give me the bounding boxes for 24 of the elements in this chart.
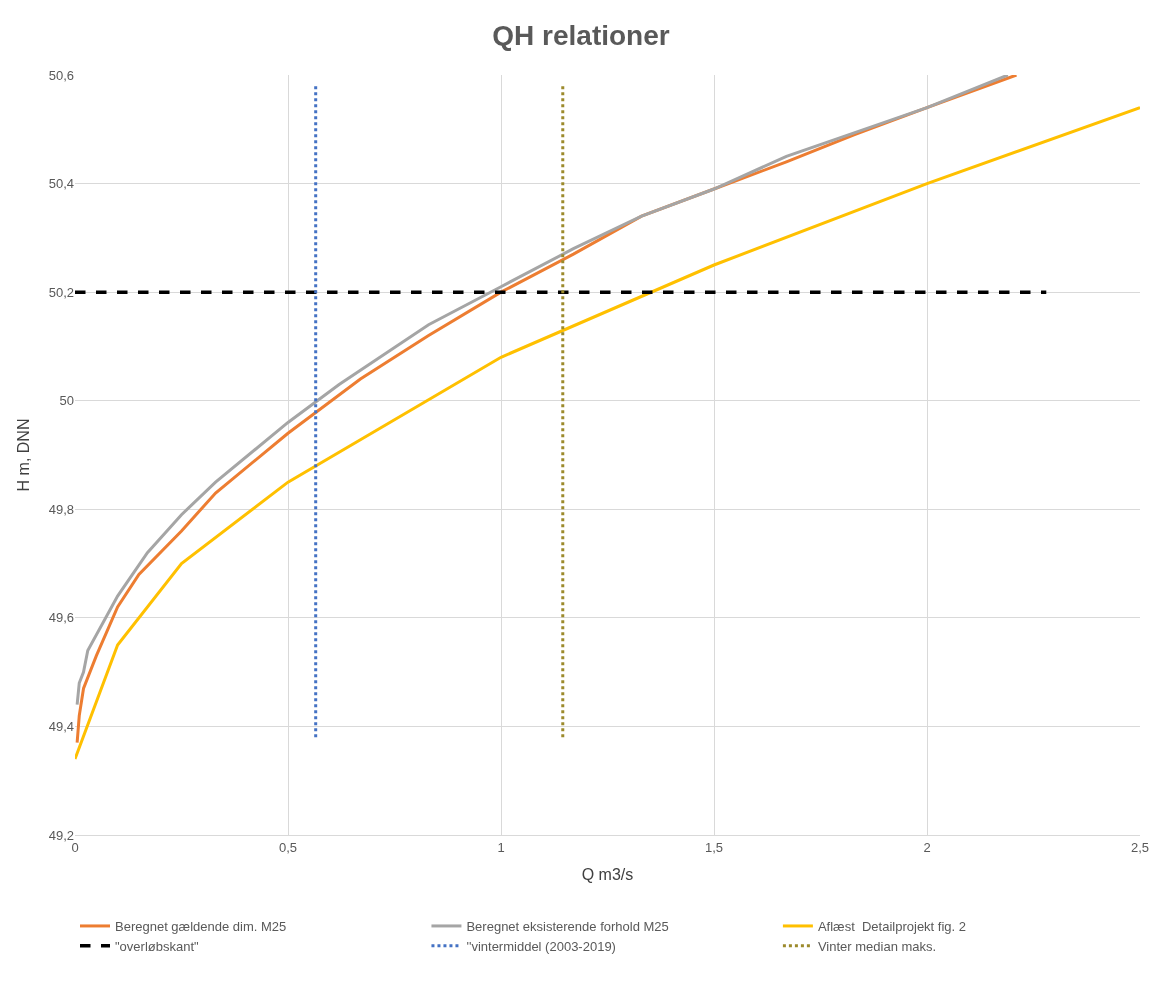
y-tick-label: 50,2	[48, 284, 74, 300]
x-tick-label: 1,5	[704, 839, 724, 855]
x-tick-label: 2,5	[1130, 839, 1150, 855]
chart-title: QH relationer	[492, 19, 670, 51]
y-axis-title: H m, DNN	[14, 418, 32, 492]
y-tick-label: 49,6	[48, 610, 74, 626]
y-tick-label: 50,4	[48, 176, 74, 192]
legend-label: Beregnet gældende dim. M25	[115, 919, 287, 935]
y-tick-label: 49,8	[48, 501, 74, 517]
y-tick-label: 49,2	[48, 827, 74, 843]
y-tick-label: 50	[59, 393, 74, 409]
x-tick-label: 0,5	[278, 839, 298, 855]
line-series	[75, 106, 1140, 761]
legend-label: Vinter median maks.	[817, 938, 937, 954]
y-tick-label: 49,4	[48, 718, 74, 734]
legend-label: ''vintermiddel (2003-2019)	[466, 938, 616, 954]
y-tick-label: 50,6	[48, 67, 74, 83]
legend-label: "overløbskant"	[115, 938, 200, 954]
x-tick-label: 1	[497, 839, 505, 855]
legend-label: Beregnet eksisterende forhold M25	[466, 919, 669, 935]
x-tick-label: 0	[71, 839, 79, 855]
x-tick-label: 2	[923, 839, 931, 855]
x-axis-title: Q m3/s	[581, 866, 634, 884]
legend-label: Aflæst Detailprojekt fig. 2	[817, 919, 967, 935]
